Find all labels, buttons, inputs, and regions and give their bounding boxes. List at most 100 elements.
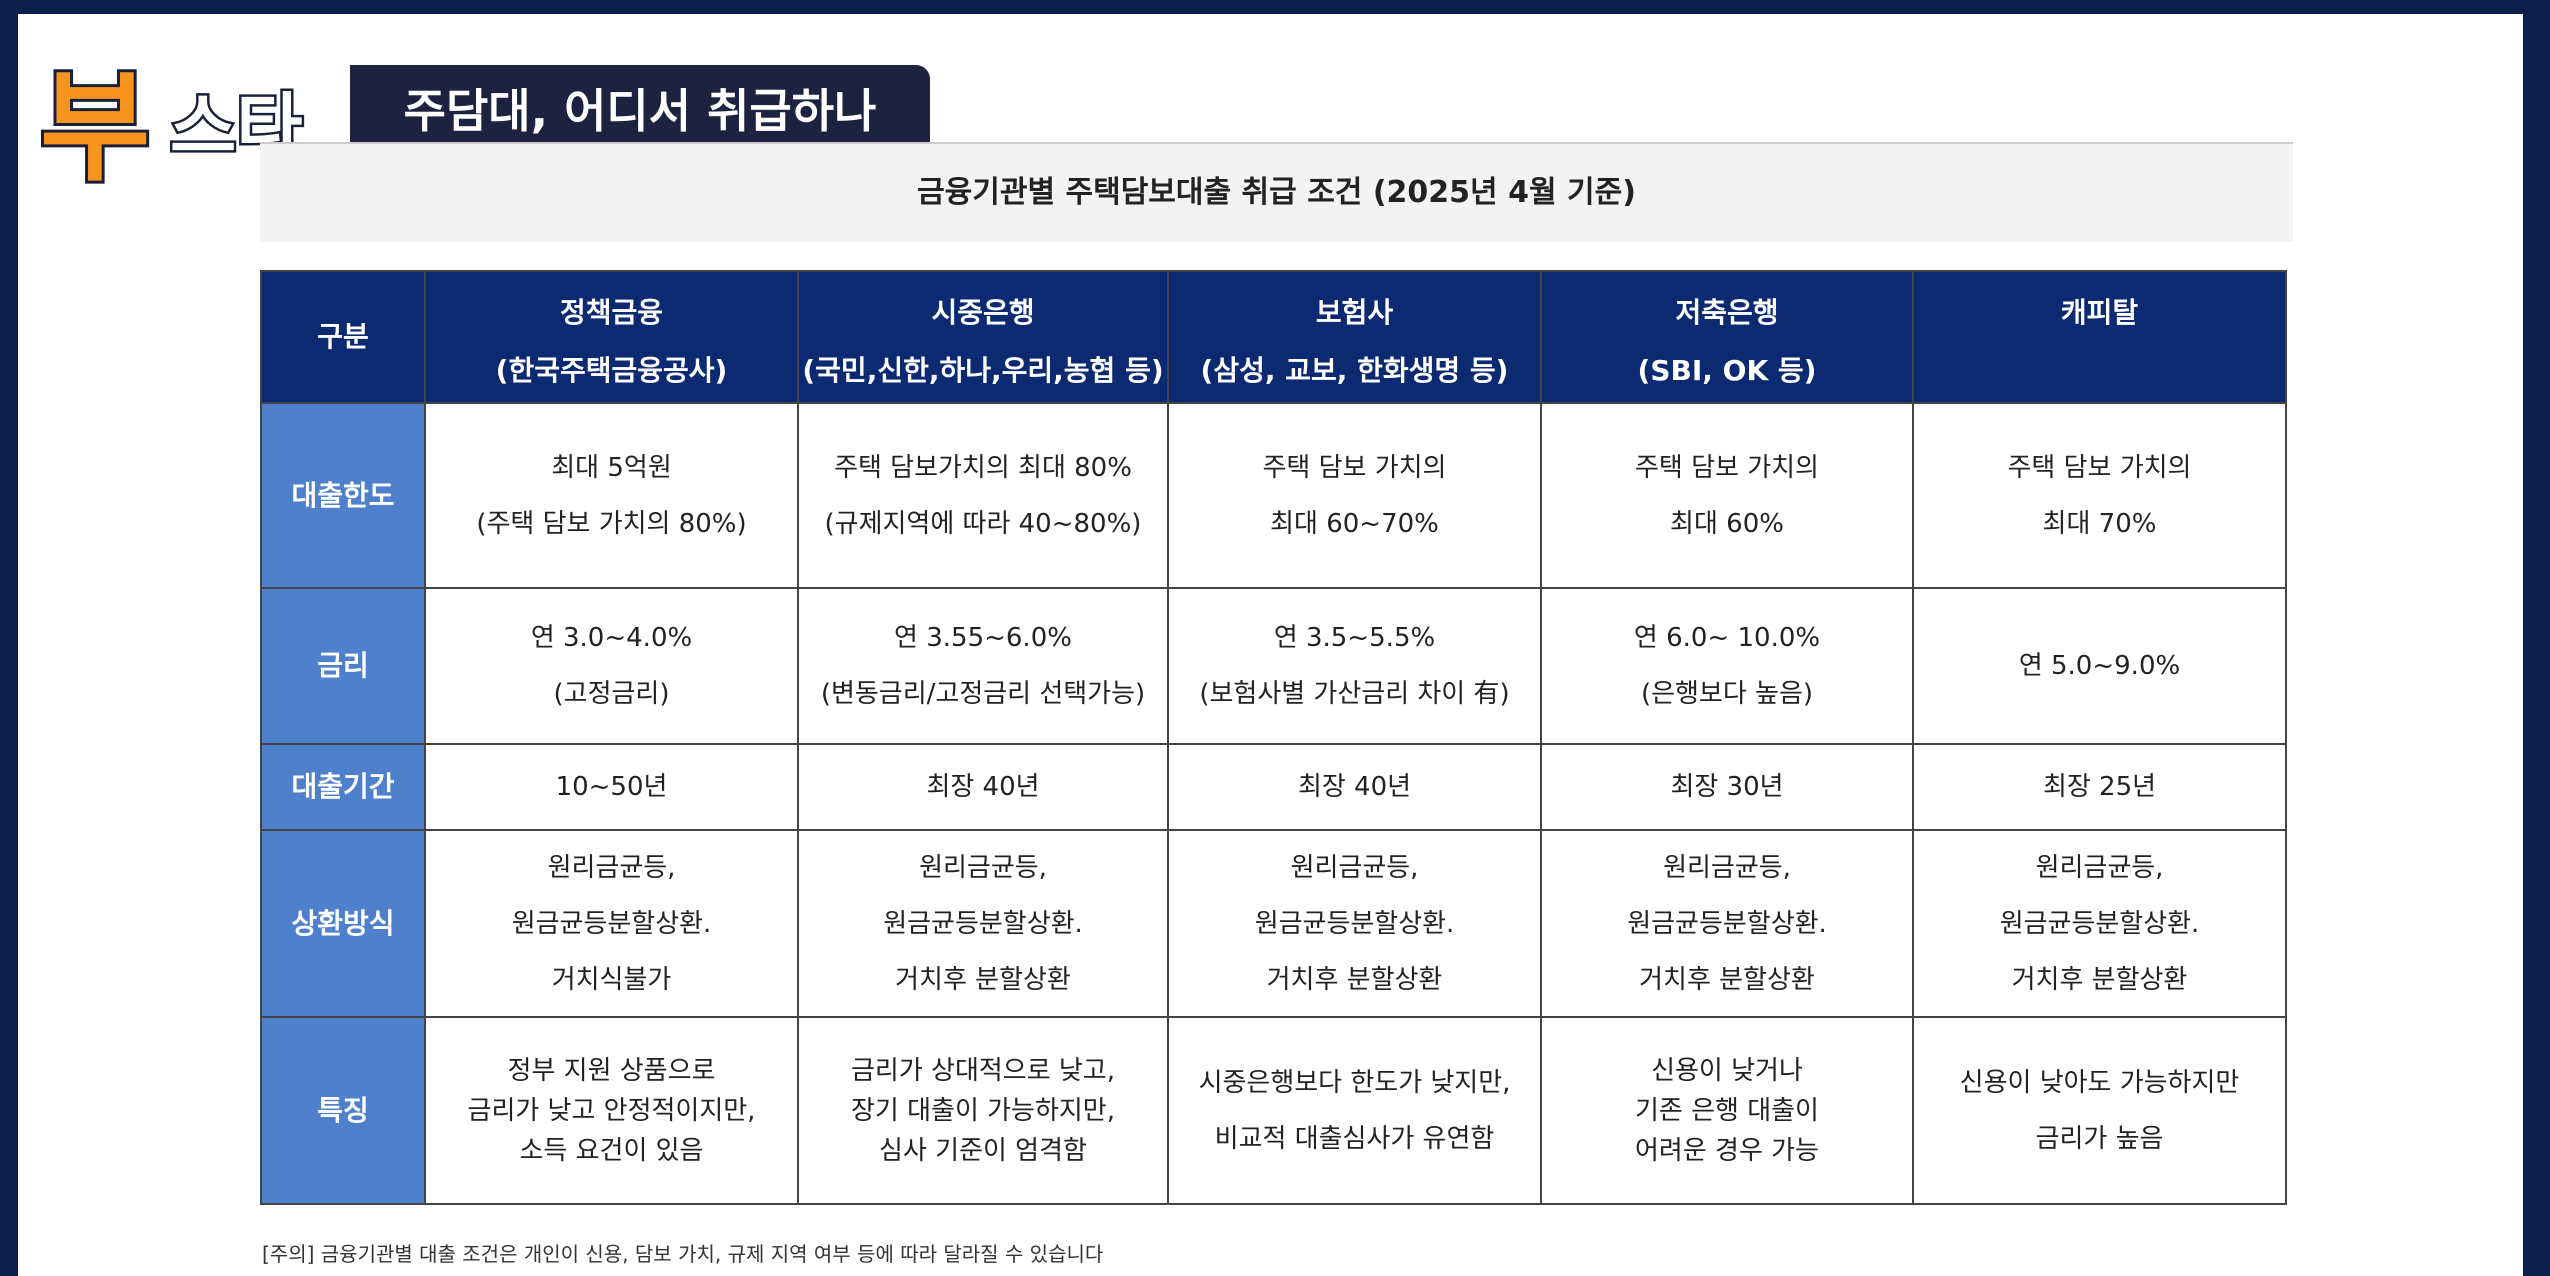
cell-line: 원금균등분할상환. xyxy=(511,908,712,939)
cell-line: 최장 30년 xyxy=(1670,772,1784,802)
cell-line: 정부 지원 상품으로 xyxy=(507,1055,716,1086)
cell-line: 어려운 경우 가능 xyxy=(1635,1135,1819,1166)
cell-line: 원금균등분할상환. xyxy=(883,908,1083,939)
cell-line: 시중은행 xyxy=(931,296,1035,329)
table-cell: 원리금균등, 원금균등분할상환. 거치후 분할상환 xyxy=(1912,829,2287,1018)
cell-line: 심사 기준이 엄격함 xyxy=(879,1135,1087,1166)
cell-line: 거치후 분할상환 xyxy=(1639,964,1815,995)
cell-line: 캐피탈 xyxy=(2060,296,2139,329)
cell-line: 거치후 분할상환 xyxy=(895,964,1071,995)
cell-line: 장기 대출이 가능하지만, xyxy=(851,1095,1115,1126)
table-cell: 금리가 상대적으로 낮고, 장기 대출이 가능하지만, 심사 기준이 엄격함 xyxy=(797,1016,1169,1205)
cell-line: 원리금균등, xyxy=(547,852,676,883)
cell-line: 원리금균등, xyxy=(919,852,1047,883)
table: 구분 정책금융 (한국주택금융공사) 시중은행 (국민,신한,하나,우리,농협 등) 보험… xyxy=(260,270,2287,1205)
table-row: 대출기간 10~50년 최장 40년 최장 40년 최장 30년 최장 25년 xyxy=(260,743,2287,831)
column-header: 저축은행 (SBI, OK 등) xyxy=(1540,270,1914,404)
table-row: 상환방식 원리금균등, 원금균등분할상환. 거치식불가 원리금균등, 원금균등분할상환. 거… xyxy=(260,829,2287,1018)
cell-line: 연 6.0~ 10.0% xyxy=(1633,623,1821,653)
row-label: 특징 xyxy=(260,1016,426,1205)
cell-line: (국민,신한,하나,우리,농협 등) xyxy=(802,354,1164,387)
table-cell: 원리금균등, 원금균등분할상환. 거치식불가 xyxy=(424,829,799,1018)
cell-line: 비교적 대출심사가 유연함 xyxy=(1214,1123,1495,1154)
cell-line: (삼성, 교보, 한화생명 등) xyxy=(1200,354,1509,387)
cell-line: 최대 5억원 xyxy=(551,452,672,483)
cell-line: 기존 은행 대출이 xyxy=(1635,1095,1819,1126)
cell-line: 금리가 낮고 안정적이지만, xyxy=(467,1095,756,1126)
cell-line: 최장 25년 xyxy=(2042,772,2157,802)
cell-line: 연 3.0~4.0% xyxy=(530,623,693,653)
cell-line: 주택 담보 가치의 xyxy=(1635,452,1819,483)
table-title: 금융기관별 주택담보대출 취급 조건 (2025년 4월 기준) xyxy=(260,142,2293,242)
row-label: 대출한도 xyxy=(260,402,426,589)
table-cell: 연 3.0~4.0% (고정금리) xyxy=(424,587,799,745)
cell-line: 주택 담보 가치의 xyxy=(1262,452,1447,483)
cell-line: 거치후 분할상환 xyxy=(1266,964,1443,995)
row-label: 금리 xyxy=(260,587,426,745)
cell-line: 최장 40년 xyxy=(926,772,1040,802)
cell-line: (변동금리/고정금리 선택가능) xyxy=(820,679,1146,709)
table-cell: 최장 40년 xyxy=(797,743,1169,831)
table-cell: 주택 담보가치의 최대 80% (규제지역에 따라 40~80%) xyxy=(797,402,1169,589)
cell-line: 저축은행 xyxy=(1675,296,1779,329)
table-row: 대출한도 최대 5억원 (주택 담보 가치의 80%) 주택 담보가치의 최대 80%… xyxy=(260,402,2287,589)
cell-line: 주택 담보 가치의 xyxy=(2007,452,2192,483)
cell-line: 거치식불가 xyxy=(551,964,672,995)
cell-line: 주택 담보가치의 최대 80% xyxy=(834,452,1132,483)
cell-line: 금리가 높음 xyxy=(2035,1123,2164,1154)
row-label: 상환방식 xyxy=(260,829,426,1018)
table-row: 금리 연 3.0~4.0% (고정금리) 연 3.55~6.0% (변동금리/고정금리 … xyxy=(260,587,2287,745)
table-cell: 연 5.0~9.0% xyxy=(1912,587,2287,745)
cell-line: 최대 70% xyxy=(2042,508,2157,539)
cell-line: (규제지역에 따라 40~80%) xyxy=(824,508,1142,539)
header-row: 구분 정책금융 (한국주택금융공사) 시중은행 (국민,신한,하나,우리,농협 등) 보험… xyxy=(260,270,2287,404)
cell-line: 원리금균등, xyxy=(1663,852,1791,883)
cell-line: 소득 요건이 있음 xyxy=(519,1135,704,1166)
table-cell: 최장 40년 xyxy=(1167,743,1542,831)
table-cell: 10~50년 xyxy=(424,743,799,831)
table-cell: 연 3.5~5.5% (보험사별 가산금리 차이 有) xyxy=(1167,587,1542,745)
cell-line: 연 3.5~5.5% xyxy=(1273,623,1436,653)
table-cell: 원리금균등, 원금균등분할상환. 거치후 분할상환 xyxy=(1540,829,1914,1018)
cell-line: 신용이 낮거나 xyxy=(1651,1055,1803,1086)
cell-line: (은행보다 높음) xyxy=(1640,679,1814,709)
column-header: 정책금융 (한국주택금융공사) xyxy=(424,270,799,404)
table-cell: 연 3.55~6.0% (변동금리/고정금리 선택가능) xyxy=(797,587,1169,745)
cell-line: 연 3.55~6.0% xyxy=(894,623,1072,653)
table-cell: 원리금균등, 원금균등분할상환. 거치후 분할상환 xyxy=(1167,829,1542,1018)
cell-line: 10~50년 xyxy=(555,772,668,802)
cell-line: 최대 60~70% xyxy=(1270,508,1439,539)
cell-line: 보험사 xyxy=(1315,296,1394,329)
row-label: 대출기간 xyxy=(260,743,426,831)
table-cell: 최장 25년 xyxy=(1912,743,2287,831)
table-cell: 원리금균등, 원금균등분할상환. 거치후 분할상환 xyxy=(797,829,1169,1018)
cell-line: 거치후 분할상환 xyxy=(2011,964,2188,995)
cell-line: 신용이 낮아도 가능하지만 xyxy=(1959,1067,2240,1098)
table-cell: 주택 담보 가치의 최대 60% xyxy=(1540,402,1914,589)
table-cell: 최대 5억원 (주택 담보 가치의 80%) xyxy=(424,402,799,589)
column-header: 보험사 (삼성, 교보, 한화생명 등) xyxy=(1167,270,1542,404)
cell-line: 시중은행보다 한도가 낮지만, xyxy=(1198,1067,1511,1098)
table-cell: 시중은행보다 한도가 낮지만, 비교적 대출심사가 유연함 xyxy=(1167,1016,1542,1205)
cell-line: 최장 40년 xyxy=(1297,772,1412,802)
column-header: 시중은행 (국민,신한,하나,우리,농협 등) xyxy=(797,270,1169,404)
cell-line: (보험사별 가산금리 차이 有) xyxy=(1199,679,1510,709)
cell-line: (고정금리) xyxy=(553,679,670,709)
column-header: 캐피탈 xyxy=(1912,270,2287,404)
cell-line: (주택 담보 가치의 80%) xyxy=(476,508,747,539)
note: [주의] 금융기관별 대출 조건은 개인이 신용, 담보 가치, 규제 지역 여… xyxy=(262,1242,1104,1266)
cell-line: 정책금융 xyxy=(559,296,664,329)
cell-line: 원리금균등, xyxy=(2035,852,2164,883)
cell-line: 원리금균등, xyxy=(1290,852,1419,883)
cell-line: 금리가 상대적으로 낮고, xyxy=(851,1055,1115,1086)
cell-line: 원금균등분할상환. xyxy=(1999,908,2200,939)
cell-line: 원금균등분할상환. xyxy=(1254,908,1455,939)
cell-line: 연 5.0~9.0% xyxy=(2018,651,2181,681)
